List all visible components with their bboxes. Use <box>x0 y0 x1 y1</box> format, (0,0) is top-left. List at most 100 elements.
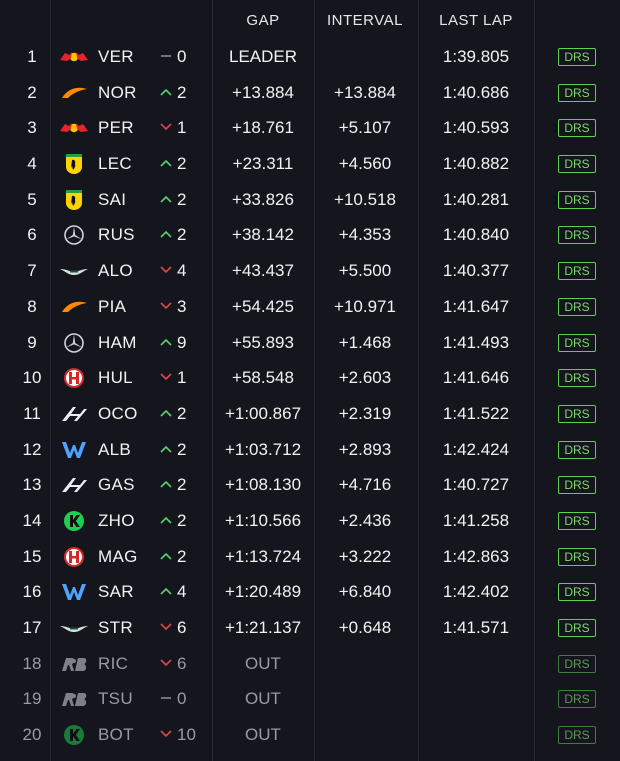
positions-changed: 2 <box>177 439 187 459</box>
dash-icon <box>157 681 175 717</box>
rb-icon <box>58 653 90 675</box>
driver-code[interactable]: HUL <box>98 368 133 388</box>
gap-to-leader: +55.893 <box>232 332 294 352</box>
ferrari-icon <box>58 189 90 211</box>
driver-row[interactable]: 4 LEC 2 +23.311 +4.560 1:40.882 DRS <box>0 146 620 182</box>
drs-badge: DRS <box>558 297 596 316</box>
drs-badge: DRS <box>558 726 596 745</box>
rb-icon <box>58 688 90 710</box>
positions-changed: 9 <box>177 332 187 352</box>
interval: +0.648 <box>338 618 392 637</box>
column-divider <box>212 0 213 761</box>
position: 13 <box>22 475 42 495</box>
gap-to-leader: +33.826 <box>232 189 294 209</box>
chevron-up-icon <box>157 146 175 182</box>
last-lap-time: 1:40.727 <box>442 475 510 495</box>
last-lap-time <box>420 681 532 717</box>
driver-row[interactable]: 15 MAG 2 +1:13.724 +3.222 1:42.863 DRS <box>0 539 620 575</box>
driver-code[interactable]: ZHO <box>98 510 135 530</box>
last-lap-time: 1:42.402 <box>442 582 510 602</box>
driver-row[interactable]: 11 OCO 2 +1:00.867 +2.319 1:41.522 DRS <box>0 396 620 432</box>
driver-row[interactable]: 10 HUL 1 +58.548 +2.603 1:41.646 DRS <box>0 360 620 396</box>
last-lap-time: 1:40.377 <box>442 261 510 281</box>
driver-code[interactable]: BOT <box>98 725 134 745</box>
driver-code[interactable]: HAM <box>98 332 137 352</box>
driver-row[interactable]: 3 PER 1 +18.761 +5.107 1:40.593 DRS <box>0 110 620 146</box>
drs-badge: DRS <box>558 262 596 281</box>
driver-code[interactable]: ALO <box>98 261 133 281</box>
driver-code[interactable]: LEC <box>98 154 132 174</box>
interval <box>316 717 414 753</box>
positions-changed: 0 <box>177 689 187 709</box>
position: 8 <box>27 296 37 316</box>
driver-row[interactable]: 6 RUS 2 +38.142 +4.353 1:40.840 DRS <box>0 217 620 253</box>
driver-row[interactable]: 14 ZHO 2 +1:10.566 +2.436 1:41.258 DRS <box>0 503 620 539</box>
positions-changed: 4 <box>177 582 187 602</box>
drs-badge: DRS <box>558 226 596 245</box>
driver-code[interactable]: SAI <box>98 189 127 209</box>
aston-martin-icon <box>58 260 90 282</box>
drs-badge: DRS <box>558 583 596 602</box>
mercedes-icon <box>58 224 90 246</box>
driver-code[interactable]: PER <box>98 118 134 138</box>
haas-icon <box>58 367 90 389</box>
driver-row[interactable]: 1 VER 0 LEADER 1:39.805 DRS <box>0 39 620 75</box>
interval: +2.319 <box>338 403 392 423</box>
positions-changed: 2 <box>177 475 187 495</box>
gap-column-header[interactable]: GAP <box>246 12 280 29</box>
drs-badge: DRS <box>558 369 596 388</box>
driver-row[interactable]: 8 PIA 3 +54.425 +10.971 1:41.647 DRS <box>0 289 620 325</box>
last-lap-time: 1:41.646 <box>442 368 510 388</box>
driver-row[interactable]: 9 HAM 9 +55.893 +1.468 1:41.493 DRS <box>0 325 620 361</box>
driver-row[interactable]: 20 BOT 10 OUT DRS <box>0 717 620 753</box>
positions-changed: 3 <box>177 296 187 316</box>
gap-to-leader: +58.548 <box>232 368 294 388</box>
driver-row[interactable]: 12 ALB 2 +1:03.712 +2.893 1:42.424 DRS <box>0 432 620 468</box>
driver-code[interactable]: TSU <box>98 689 133 709</box>
driver-row[interactable]: 2 NOR 2 +13.884 +13.884 1:40.686 DRS <box>0 75 620 111</box>
gap-to-leader: OUT <box>245 725 281 745</box>
haas-icon <box>58 546 90 568</box>
drs-badge: DRS <box>558 48 596 66</box>
gap-to-leader: +1:20.489 <box>224 582 302 602</box>
interval: +3.222 <box>338 546 392 566</box>
position: 9 <box>27 332 37 352</box>
driver-row[interactable]: 18 RIC 6 OUT DRS <box>0 646 620 682</box>
driver-row[interactable]: 13 GAS 2 +1:08.130 +4.716 1:40.727 DRS <box>0 467 620 503</box>
positions-changed: 0 <box>177 47 187 66</box>
driver-row[interactable]: 7 ALO 4 +43.437 +5.500 1:40.377 DRS <box>0 253 620 289</box>
positions-changed: 1 <box>177 118 187 138</box>
interval-column-header[interactable]: INTERVAL <box>327 12 403 29</box>
driver-code[interactable]: ALB <box>98 439 132 459</box>
red-bull-icon <box>58 46 90 68</box>
alpine-icon <box>58 474 90 496</box>
driver-code[interactable]: GAS <box>98 475 135 495</box>
driver-row[interactable]: 16 SAR 4 +1:20.489 +6.840 1:42.402 DRS <box>0 574 620 610</box>
driver-code[interactable]: NOR <box>98 82 137 102</box>
driver-code[interactable]: SAR <box>98 582 134 602</box>
last-lap-time: 1:42.424 <box>442 439 510 459</box>
gap-to-leader: +1:00.867 <box>224 403 302 423</box>
position: 4 <box>27 154 37 174</box>
last-lap-column-header[interactable]: LAST LAP <box>439 12 513 29</box>
driver-code[interactable]: RIC <box>98 653 129 673</box>
driver-row[interactable]: 19 TSU 0 OUT DRS <box>0 681 620 717</box>
last-lap-time: 1:39.805 <box>442 47 510 66</box>
position: 18 <box>22 653 42 673</box>
driver-code[interactable]: STR <box>98 618 133 637</box>
driver-code[interactable]: MAG <box>98 546 138 566</box>
driver-code[interactable]: RUS <box>98 225 135 245</box>
interval: +5.107 <box>338 118 392 138</box>
last-lap-time: 1:41.258 <box>442 510 510 530</box>
driver-code[interactable]: PIA <box>98 296 127 316</box>
driver-code[interactable]: OCO <box>98 403 138 423</box>
driver-row[interactable]: 5 SAI 2 +33.826 +10.518 1:40.281 DRS <box>0 182 620 218</box>
williams-icon <box>58 439 90 461</box>
gap-to-leader: OUT <box>245 689 281 709</box>
driver-code[interactable]: VER <box>98 47 134 66</box>
last-lap-time: 1:41.647 <box>442 296 510 316</box>
interval: +10.971 <box>334 296 396 316</box>
last-lap-time <box>420 646 532 682</box>
chevron-down-icon <box>157 646 175 682</box>
driver-row[interactable]: 17 STR 6 +1:21.137 +0.648 1:41.571 DRS <box>0 610 620 646</box>
